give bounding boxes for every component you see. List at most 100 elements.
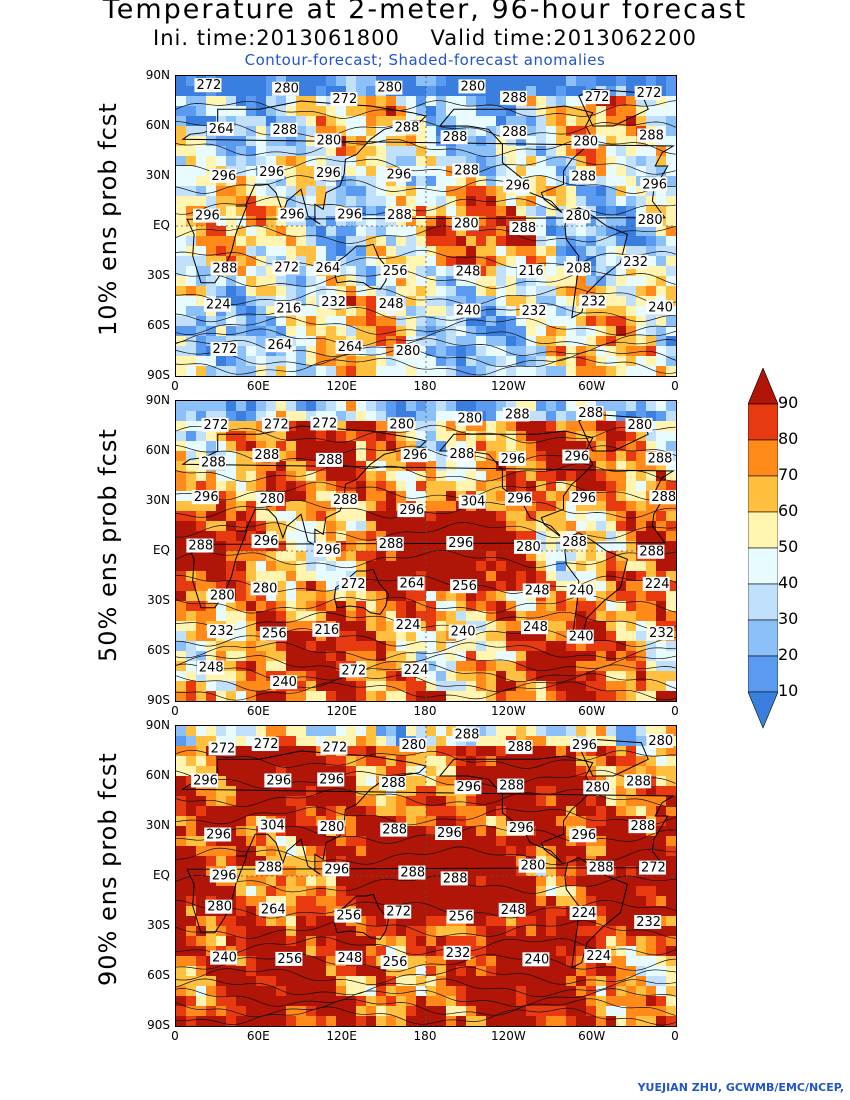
panel-2-ylabel: 50% ens prob fcst (94, 428, 122, 662)
contour-label: 280 (257, 491, 285, 507)
svg-text:288: 288 (379, 537, 404, 552)
svg-text:256: 256 (262, 627, 287, 642)
contour-label: 272 (194, 78, 222, 93)
contour-label: 280 (455, 411, 483, 426)
panel-3-lat-tick: 60S (147, 968, 170, 982)
svg-text:280: 280 (274, 82, 299, 97)
colorbar-segment (748, 583, 778, 621)
contour-label: 248 (335, 950, 363, 966)
svg-text:280: 280 (377, 81, 402, 96)
colorbar (748, 368, 778, 729)
svg-text:296: 296 (399, 503, 424, 518)
contour-label: 280 (646, 733, 674, 749)
contour-label: 264 (265, 338, 293, 353)
panel-2-lon-tick: 0 (171, 704, 179, 718)
svg-text:264: 264 (209, 122, 234, 137)
contour-label: 288 (500, 125, 528, 140)
svg-text:296: 296 (316, 166, 341, 181)
contour-label: 288 (380, 822, 408, 838)
svg-text:296: 296 (337, 207, 362, 222)
contour-label: 288 (186, 538, 214, 554)
svg-text:272: 272 (585, 90, 610, 105)
panel-1-lon-tick: 180 (413, 379, 437, 393)
svg-text:272: 272 (204, 418, 229, 433)
contour-label: 280 (375, 80, 403, 96)
panel-1-svg: 272 280 272 280 280 288 272 272 264 288 280 288 288 2… (176, 76, 676, 376)
contour-label: 288 (637, 128, 665, 144)
contour-label: 296 (193, 208, 221, 224)
contour-label: 296 (435, 826, 463, 841)
svg-text:280: 280 (210, 589, 235, 604)
contour-label: 280 (571, 135, 599, 150)
colorbar-label: 40 (778, 573, 799, 592)
contour-label: 288 (376, 536, 404, 552)
svg-text:296: 296 (195, 209, 220, 224)
svg-text:280: 280 (458, 411, 483, 426)
svg-text:280: 280 (628, 418, 653, 433)
svg-text:272: 272 (637, 86, 662, 101)
contour-label: 288 (569, 169, 597, 185)
contour-label: 296 (209, 168, 237, 184)
contour-label: 240 (270, 675, 298, 690)
svg-text:288: 288 (502, 125, 527, 140)
contour-label: 280 (451, 216, 479, 232)
contour-label: 296 (505, 491, 533, 507)
panel-1-lon-tick: 120W (490, 379, 526, 393)
svg-text:280: 280 (516, 540, 541, 555)
svg-text:296: 296 (505, 178, 530, 193)
svg-text:256: 256 (383, 264, 408, 279)
panel-1-lon-tick: 120E (326, 379, 357, 393)
panel-2-lon-tick: 60E (246, 704, 270, 718)
svg-text:296: 296 (280, 208, 305, 223)
contour-label: 288 (560, 534, 588, 550)
svg-text:248: 248 (523, 620, 548, 635)
colorbar-segment (748, 547, 778, 585)
contour-label: 272 (330, 91, 358, 107)
contour-label: 288 (649, 490, 676, 505)
panel-3-lon-tick: 60E (246, 1029, 270, 1043)
svg-text:272: 272 (212, 342, 237, 357)
contour-label: 288 (398, 865, 426, 881)
contour-label: 256 (334, 908, 362, 924)
contour-label: 208 (564, 261, 592, 276)
contour-label: 288 (378, 776, 406, 791)
svg-text:248: 248 (525, 583, 550, 598)
contour-label: 216 (516, 264, 544, 279)
svg-text:280: 280 (638, 213, 663, 228)
panel-3-lat-tick: 30N (145, 818, 170, 832)
svg-text:248: 248 (199, 660, 224, 675)
contour-label: 240 (566, 629, 594, 645)
contour-label: 288 (198, 455, 226, 471)
panel-2-lon-tick: 120E (326, 704, 357, 718)
contour-label: 272 (338, 576, 366, 592)
svg-text:296: 296 (571, 491, 596, 506)
svg-text:288: 288 (443, 130, 468, 145)
contour-label: 232 (207, 624, 235, 639)
svg-text:264: 264 (338, 340, 363, 355)
panel-3-lon-tick: 120W (490, 1029, 526, 1043)
contour-label: 216 (312, 622, 340, 638)
panel-2-lat-tick: 90S (147, 693, 170, 707)
contour-label: 296 (384, 167, 412, 183)
contour-label: 272 (201, 417, 229, 433)
svg-text:288: 288 (188, 539, 213, 554)
svg-text:296: 296 (266, 773, 291, 788)
contour-label: 224 (569, 905, 597, 921)
svg-text:272: 272 (312, 416, 337, 431)
contour-label: 296 (569, 828, 597, 843)
panel-3-ylabel: 90% ens prob fcst (94, 752, 122, 986)
contour-label: 232 (319, 294, 347, 310)
contour-label: 280 (393, 343, 421, 359)
panel-1-lat-tick: 90S (147, 368, 170, 382)
contour-label: 288 (452, 163, 480, 178)
panel-2-lat-tick: 30S (147, 593, 170, 607)
svg-text:296: 296 (403, 448, 428, 463)
contour-label: 280 (458, 79, 486, 94)
panel-3-lat-tick: 30S (147, 918, 170, 932)
contour-label: 296 (400, 448, 428, 463)
contour-label: 296 (397, 503, 425, 518)
panel-1-lat-tick: 30N (145, 168, 170, 182)
contour-label: 288 (628, 819, 656, 834)
svg-text:296: 296 (642, 177, 667, 192)
contour-label: 272 (210, 341, 238, 357)
